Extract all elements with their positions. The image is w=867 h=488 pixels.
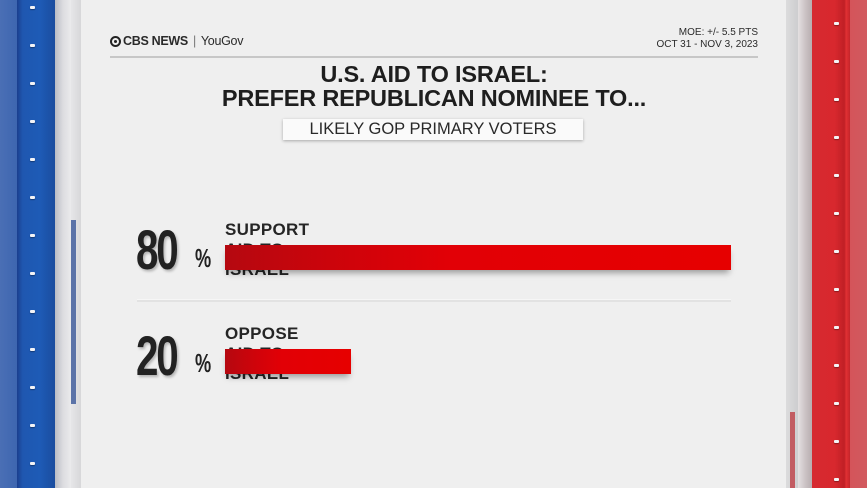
rivet-icon bbox=[834, 136, 839, 139]
header: CBS NEWS | YouGov MOE: +/- 5.5 PTS OCT 3… bbox=[110, 27, 758, 58]
brand-logo: CBS NEWS | YouGov bbox=[110, 34, 243, 48]
right-pillar-shadow bbox=[798, 0, 812, 488]
right-pillar-outer bbox=[850, 0, 867, 488]
rivet-icon bbox=[834, 212, 839, 215]
brand-primary: CBS NEWS bbox=[123, 34, 188, 48]
left-pillar-shadow bbox=[55, 0, 71, 488]
right-accent-strip bbox=[790, 412, 795, 488]
chart-subtitle: LIKELY GOP PRIMARY VOTERS bbox=[283, 119, 583, 140]
rivet-icon bbox=[30, 310, 35, 313]
rivet-icon bbox=[834, 478, 839, 481]
percent-sign: % bbox=[195, 348, 212, 378]
cbs-eye-icon bbox=[110, 35, 121, 47]
right-pillar-inner bbox=[786, 0, 798, 488]
rivet-icon bbox=[30, 386, 35, 389]
rivet-icon bbox=[30, 158, 35, 161]
brand-separator: | bbox=[192, 34, 196, 48]
rivet-icon bbox=[30, 424, 35, 427]
rivet-icon bbox=[30, 272, 35, 275]
rivet-icon bbox=[834, 402, 839, 405]
rivet-icon bbox=[834, 174, 839, 177]
rivet-icon bbox=[834, 60, 839, 63]
rivet-icon bbox=[834, 288, 839, 291]
margin-of-error: MOE: +/- 5.5 PTS bbox=[678, 27, 758, 38]
rivet-icon bbox=[834, 326, 839, 329]
rivet-icon bbox=[834, 22, 839, 25]
rivet-icon bbox=[30, 120, 35, 123]
percent-sign: % bbox=[195, 243, 212, 273]
chart-title: U.S. AID TO ISRAEL: PREFER REPUBLICAN NO… bbox=[110, 62, 758, 110]
poll-meta: MOE: +/- 5.5 PTS OCT 31 - NOV 3, 2023 bbox=[656, 27, 758, 51]
rivet-icon bbox=[30, 44, 35, 47]
left-blue-pillar bbox=[17, 0, 55, 488]
rivet-icon bbox=[30, 196, 35, 199]
row-divider bbox=[137, 299, 731, 302]
rivet-icon bbox=[30, 348, 35, 351]
rivet-icon bbox=[30, 82, 35, 85]
right-red-pillar bbox=[812, 0, 850, 488]
left-pillar-outer bbox=[0, 0, 17, 488]
bar-support bbox=[225, 245, 731, 270]
brand-secondary: YouGov bbox=[200, 34, 244, 48]
title-line-1: U.S. AID TO ISRAEL: bbox=[320, 61, 548, 87]
chart-panel bbox=[81, 0, 786, 488]
left-accent-strip bbox=[71, 220, 76, 404]
value-number: 20 bbox=[136, 324, 179, 387]
rivet-icon bbox=[834, 98, 839, 101]
rivet-icon bbox=[834, 250, 839, 253]
rivet-icon bbox=[30, 234, 35, 237]
left-pillar-inner bbox=[71, 0, 81, 488]
rivet-icon bbox=[834, 440, 839, 443]
rivet-icon bbox=[30, 462, 35, 465]
rivet-icon bbox=[834, 364, 839, 367]
bar-oppose bbox=[225, 349, 351, 374]
poll-dates: OCT 31 - NOV 3, 2023 bbox=[656, 39, 758, 50]
rivet-icon bbox=[30, 6, 35, 9]
title-line-2: PREFER REPUBLICAN NOMINEE TO... bbox=[221, 85, 647, 111]
value-number: 80 bbox=[136, 218, 179, 281]
